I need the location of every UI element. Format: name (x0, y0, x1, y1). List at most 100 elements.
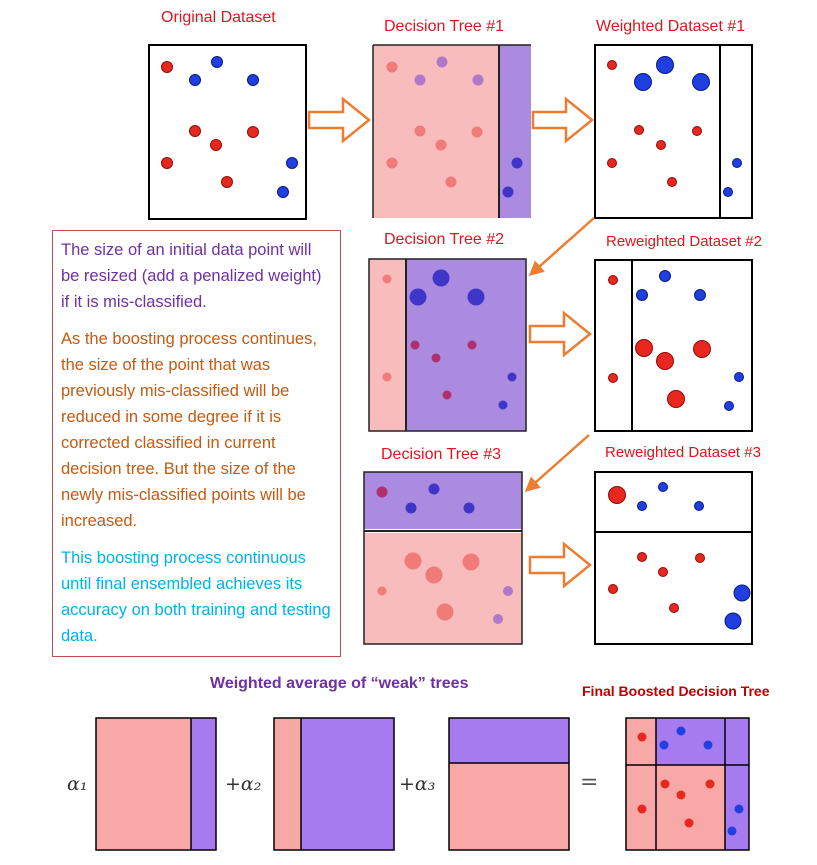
data-point (377, 586, 387, 596)
data-point (734, 804, 744, 814)
decision-tree-3-panel (363, 471, 523, 645)
decision-tree-3-title: Decision Tree #3 (381, 446, 502, 463)
data-point (405, 502, 417, 514)
data-point (608, 275, 618, 285)
data-point (414, 125, 426, 137)
data-point (694, 501, 704, 511)
reweighted-dataset-2-title: Reweighted Dataset #2 (606, 233, 762, 250)
weighted-average-title: Weighted average of “weak” trees (210, 675, 469, 692)
weak-tree-3 (448, 717, 570, 851)
weighted-dataset-1-panel (594, 44, 753, 219)
explanation-paragraph-3: This boosting process continuous until f… (61, 549, 331, 645)
data-point (445, 176, 457, 188)
data-point (656, 56, 674, 74)
data-point (463, 502, 475, 514)
data-point (637, 804, 647, 814)
plus-alpha-2-label: +α₂ (225, 773, 262, 795)
data-point (511, 157, 523, 169)
data-point (694, 289, 706, 301)
data-point (669, 603, 679, 613)
data-point (703, 740, 713, 750)
data-point (247, 74, 259, 86)
process-arrows (307, 96, 595, 589)
arrow-right (531, 96, 594, 144)
data-point (277, 186, 289, 198)
data-point (676, 790, 686, 800)
data-point (659, 740, 669, 750)
data-point (247, 126, 259, 138)
decision-tree-2-panel (368, 258, 527, 432)
data-point (637, 501, 647, 511)
arrow-right (528, 541, 592, 589)
weak-tree-1 (95, 717, 217, 851)
reweighted-dataset-3-title: Reweighted Dataset #3 (605, 444, 761, 461)
data-point (432, 269, 450, 287)
data-point (660, 779, 670, 789)
data-point (493, 614, 503, 624)
data-point (189, 125, 201, 137)
original-dataset-panel (148, 44, 307, 220)
data-point (467, 340, 477, 350)
data-point (386, 61, 398, 73)
data-point (634, 73, 652, 91)
data-point (692, 126, 702, 136)
data-point (658, 482, 668, 492)
data-point (428, 483, 440, 495)
arrow-diagonal (524, 434, 590, 492)
decision-tree-1-panel (372, 44, 531, 218)
weak-tree-2 (273, 717, 395, 851)
data-point (161, 157, 173, 169)
original-dataset-title: Original Dataset (161, 9, 276, 26)
data-point (684, 818, 694, 828)
data-point (734, 372, 744, 382)
data-point (409, 288, 427, 306)
data-point (727, 826, 737, 836)
reweighted-dataset-3-panel (594, 471, 753, 645)
data-point (608, 486, 626, 504)
data-point (386, 157, 398, 169)
reweighted-dataset-2-panel (594, 259, 753, 432)
data-point (404, 552, 422, 570)
data-point (442, 390, 452, 400)
data-point (502, 186, 514, 198)
data-point (693, 340, 711, 358)
data-point (503, 586, 513, 596)
data-point (376, 486, 388, 498)
data-point (608, 584, 618, 594)
data-point (695, 553, 705, 563)
data-point (607, 158, 617, 168)
data-point (667, 177, 677, 187)
data-point (286, 157, 298, 169)
final-boosted-tree-title: Final Boosted Decision Tree (582, 683, 770, 699)
data-point (659, 270, 671, 282)
data-point (658, 567, 668, 577)
data-point (608, 373, 618, 383)
data-point (221, 176, 233, 188)
data-point (435, 139, 447, 151)
final-boosted-tree (625, 717, 750, 851)
data-point (189, 74, 201, 86)
data-point (498, 400, 508, 410)
data-point (471, 126, 483, 138)
data-point (161, 61, 173, 73)
explanation-textbox: The size of an initial data point will b… (52, 230, 341, 657)
data-point (724, 612, 742, 630)
data-point (733, 584, 751, 602)
data-point (723, 187, 733, 197)
data-point (705, 779, 715, 789)
data-point (425, 566, 443, 584)
arrow-diagonal (528, 217, 595, 276)
weighted-dataset-1-title: Weighted Dataset #1 (596, 18, 746, 35)
data-point (211, 56, 223, 68)
data-point (410, 340, 420, 350)
data-point (692, 73, 710, 91)
data-point (382, 274, 392, 284)
data-point (724, 401, 734, 411)
data-point (634, 125, 644, 135)
decision-tree-1-title: Decision Tree #1 (384, 18, 505, 35)
decision-tree-2-title: Decision Tree #2 (384, 231, 505, 248)
data-point (414, 74, 426, 86)
data-point (467, 288, 485, 306)
data-point (656, 140, 666, 150)
